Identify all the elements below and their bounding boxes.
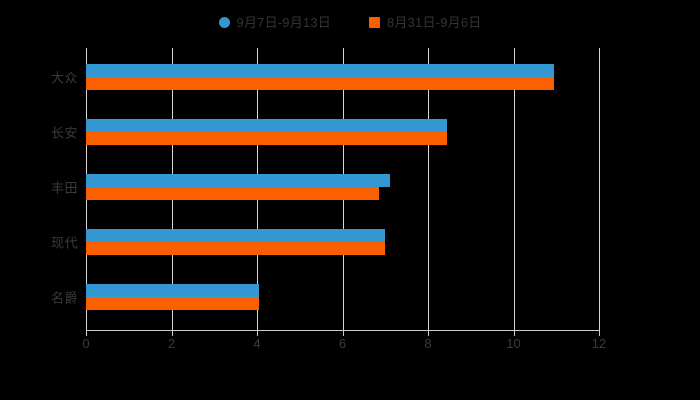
bar[interactable] — [86, 297, 260, 310]
bar[interactable] — [86, 242, 386, 255]
bar[interactable] — [86, 229, 386, 242]
x-axis-tick-label: 2 — [167, 336, 176, 351]
x-axis-tick-label: 10 — [506, 336, 521, 351]
bar[interactable] — [86, 64, 555, 77]
bar-group — [86, 119, 599, 145]
bar[interactable] — [86, 284, 260, 297]
y-axis-label: 名爵 — [50, 290, 78, 306]
x-axis-tick-label: 6 — [338, 336, 347, 351]
x-tick-mark — [257, 331, 258, 336]
y-axis-label: 长安 — [50, 125, 78, 141]
x-tick-mark — [428, 331, 429, 336]
chart-legend: 9月7日-9月13日 8月31日-9月6日 — [0, 10, 700, 34]
bar[interactable] — [86, 187, 379, 200]
legend-label-series-1: 8月31日-9月6日 — [387, 14, 482, 30]
legend-item-series-0[interactable]: 9月7日-9月13日 — [218, 14, 331, 30]
bar-group — [86, 174, 599, 200]
y-axis-label: 大众 — [50, 70, 78, 86]
x-axis-tick-label: 4 — [253, 336, 261, 351]
gridline-12 — [599, 48, 600, 330]
y-axis-label: 丰田 — [50, 180, 78, 196]
y-axis-labels: 大众长安丰田现代名爵 — [0, 0, 78, 400]
gridline-10 — [513, 48, 515, 330]
x-tick-mark — [513, 331, 515, 336]
bar-group — [86, 284, 599, 310]
bar[interactable] — [86, 174, 390, 187]
bar-group — [86, 229, 599, 255]
bar[interactable] — [86, 77, 555, 90]
legend-label-series-0: 9月7日-9月13日 — [236, 14, 331, 30]
legend-circle-marker-icon — [218, 16, 230, 28]
x-tick-mark — [86, 331, 87, 336]
x-tick-mark — [599, 331, 600, 336]
x-tick-mark — [342, 331, 344, 336]
gridline-8 — [428, 48, 429, 330]
x-axis-line — [86, 330, 600, 331]
x-axis-tick-label: 0 — [82, 336, 90, 351]
x-axis-tick-label: 12 — [591, 336, 607, 351]
y-axis-label: 现代 — [50, 235, 78, 251]
x-tick-mark — [171, 331, 173, 336]
legend-square-marker-icon — [369, 16, 380, 28]
bar[interactable] — [86, 119, 448, 132]
bar-group — [86, 64, 599, 90]
plot-area — [86, 48, 600, 330]
x-axis-tick-label: 8 — [424, 336, 432, 351]
bar[interactable] — [86, 132, 448, 145]
legend-item-series-1[interactable]: 8月31日-9月6日 — [369, 16, 481, 29]
